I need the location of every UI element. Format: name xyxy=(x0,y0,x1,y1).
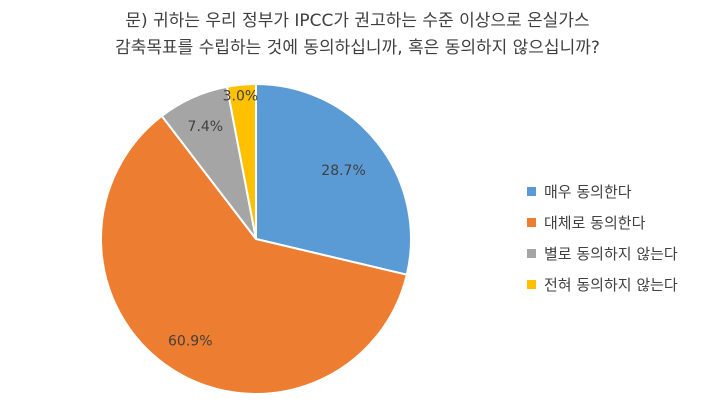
pie-slice-2 xyxy=(100,114,409,395)
legend-swatch-2 xyxy=(527,218,536,227)
legend-label-3: 별로 동의하지 않는다 xyxy=(544,245,678,263)
chart-title-line-1: 문) 귀하는 우리 정부가 IPCC가 권고하는 수준 이상으로 온실가스 xyxy=(125,11,590,31)
legend-item-2: 대체로 동의한다 xyxy=(527,207,678,238)
data-label-1: 28.7% xyxy=(321,163,365,179)
legend-item-1: 매우 동의한다 xyxy=(527,176,678,207)
data-label-3: 7.4% xyxy=(188,119,224,135)
legend-item-4: 전혀 동의하지 않는다 xyxy=(527,269,678,300)
chart-title-line-2: 감축목표를 수립하는 것에 동의하십니까, 혹은 동의하지 않으십니까? xyxy=(115,38,600,58)
pie-slice-1 xyxy=(255,82,412,276)
legend-label-4: 전혀 동의하지 않는다 xyxy=(544,276,678,294)
legend-swatch-4 xyxy=(527,280,536,289)
data-label-2: 60.9% xyxy=(168,333,212,349)
legend-item-3: 별로 동의하지 않는다 xyxy=(527,238,678,269)
chart-title: 문) 귀하는 우리 정부가 IPCC가 권고하는 수준 이상으로 온실가스 감축… xyxy=(0,8,715,62)
pie-slice-4 xyxy=(225,82,257,240)
legend-label-1: 매우 동의한다 xyxy=(544,183,632,201)
data-label-4: 3.0% xyxy=(223,88,259,104)
legend-swatch-1 xyxy=(527,187,536,196)
legend-swatch-3 xyxy=(527,249,536,258)
legend-label-2: 대체로 동의한다 xyxy=(544,214,646,232)
